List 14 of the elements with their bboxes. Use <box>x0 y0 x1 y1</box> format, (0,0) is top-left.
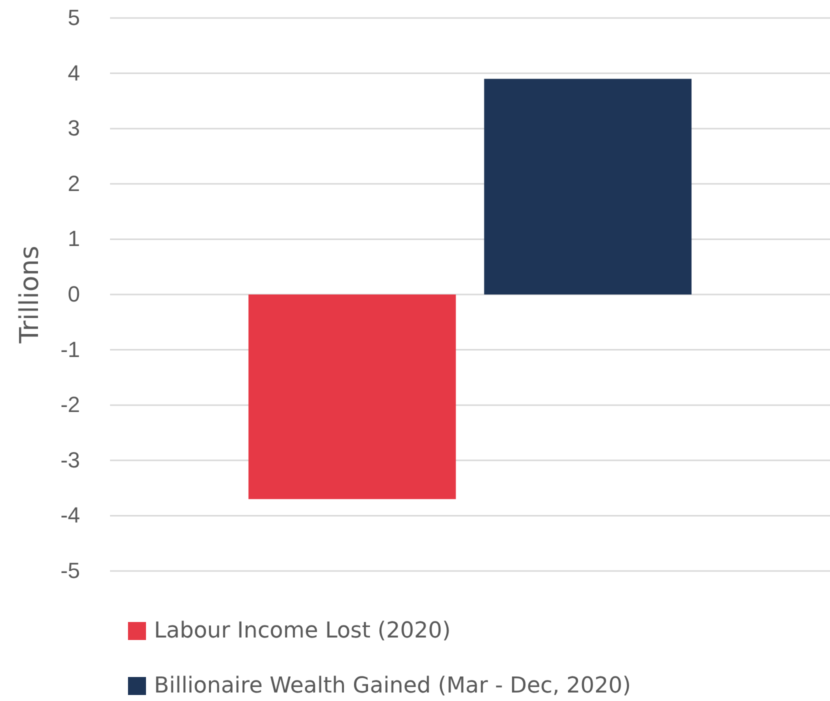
y-tick-label: -3 <box>60 447 80 472</box>
y-tick-label: 1 <box>68 226 80 252</box>
y-tick-label: -4 <box>60 502 80 528</box>
y-tick-label: 5 <box>68 5 80 30</box>
y-tick-label: -2 <box>60 392 80 418</box>
y-tick-label: -5 <box>60 558 80 584</box>
y-tick-label: 0 <box>68 282 80 307</box>
legend-label: Billionaire Wealth Gained (Mar - Dec, 2020) <box>154 674 632 698</box>
y-tick-label: 4 <box>68 60 80 86</box>
y-tick-label: -1 <box>60 336 80 362</box>
y-tick-label: 3 <box>68 116 80 141</box>
y-axis-title: Trillions <box>15 246 45 344</box>
legend-label: Labour Income Lost (2020) <box>154 618 451 644</box>
y-tick-label: 2 <box>68 170 80 196</box>
